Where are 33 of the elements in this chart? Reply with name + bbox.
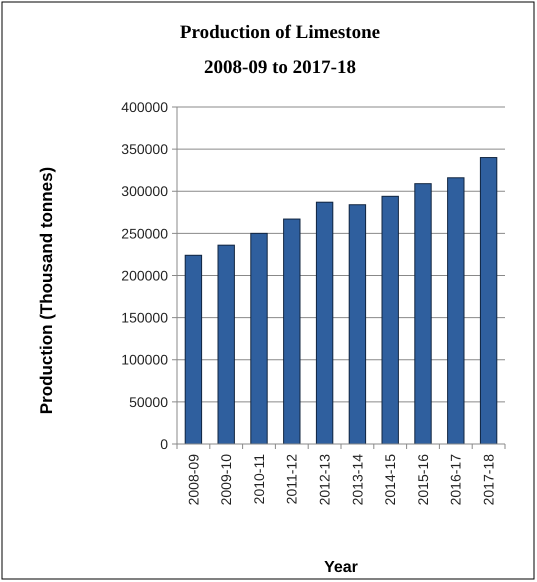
x-tick-label: 2010-11 (250, 454, 267, 504)
y-tick-label: 0 (160, 436, 168, 452)
bar (218, 244, 235, 444)
chart-subtitle: 2008-09 to 2017-18 (204, 57, 356, 78)
x-tick-label: 2011-12 (284, 454, 300, 504)
y-tick-label: 50000 (129, 394, 168, 410)
y-axis-title: Production (Thousand tonnes) (37, 166, 56, 414)
y-tick-label: 400000 (121, 98, 168, 115)
x-tick-label: 2017-18 (480, 454, 496, 506)
bar (283, 218, 300, 444)
x-tick-label: 2013-14 (349, 454, 366, 506)
bar (184, 254, 202, 444)
bar (480, 157, 498, 444)
x-tick-label: 2009-10 (218, 454, 234, 506)
y-tick-label: 350000 (121, 141, 168, 158)
bar (250, 232, 268, 444)
y-tick-label: 200000 (121, 267, 168, 284)
y-tick-label: 300000 (121, 183, 168, 200)
bar (447, 177, 464, 444)
x-tick-label: 2014-15 (382, 454, 398, 506)
bar (316, 202, 334, 444)
bar (382, 196, 399, 444)
y-tick-label: 100000 (121, 352, 168, 368)
x-axis-title: Year (324, 559, 358, 576)
x-tick-label: 2016-17 (448, 454, 464, 506)
bar (348, 204, 366, 444)
x-tick-label: 2015-16 (414, 454, 431, 506)
y-tick-label: 250000 (121, 225, 168, 242)
x-tick-label: 2008-09 (185, 454, 202, 506)
y-tick-label: 150000 (121, 310, 168, 326)
bar (414, 183, 432, 444)
chart-title: Production of Limestone (180, 22, 380, 43)
x-tick-label: 2012-13 (316, 454, 332, 506)
